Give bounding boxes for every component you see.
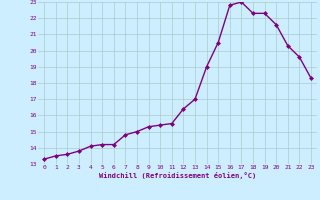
X-axis label: Windchill (Refroidissement éolien,°C): Windchill (Refroidissement éolien,°C) xyxy=(99,172,256,179)
